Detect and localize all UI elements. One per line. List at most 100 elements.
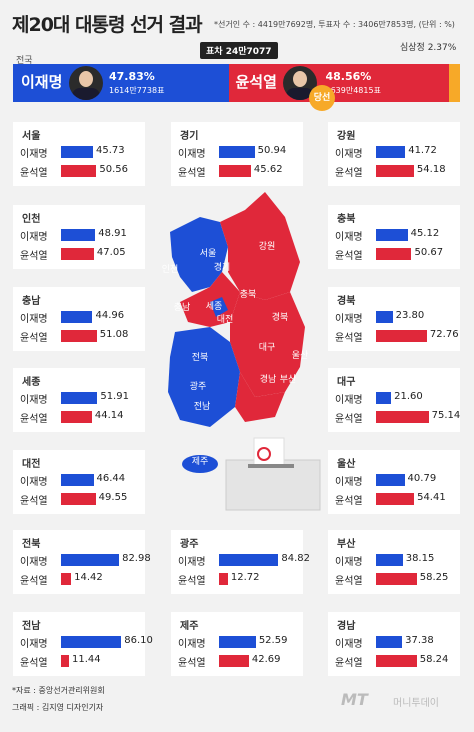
bar-yoon — [376, 330, 427, 342]
candidate-label: 윤석열 — [178, 658, 206, 669]
page-subtitle: *선거인 수 : 4419만7692명, 투표자 수 : 3406만7853명,… — [214, 20, 455, 29]
bar-lee — [61, 311, 93, 323]
graphic-credit: 그래픽 : 김지영 디자인기자 — [12, 703, 104, 712]
region-name: 충북 — [337, 214, 356, 225]
map-label: 서울 — [200, 248, 217, 259]
value-label-yoon: 51.08 — [99, 329, 129, 340]
region-card: 경남 이재명 37.38 윤석열 58.24 — [328, 612, 460, 676]
map-region-blue-southwest — [168, 327, 240, 427]
value-label-yoon: 50.56 — [99, 164, 129, 175]
value-label-lee: 46.44 — [96, 473, 126, 484]
map-label: 충남 — [174, 302, 191, 313]
yoon-name: 윤석열 — [235, 73, 277, 91]
bar-yoon — [219, 655, 249, 667]
bar-yoon — [376, 573, 417, 585]
region-name: 울산 — [337, 459, 356, 470]
region-card: 강원 이재명 41.72 윤석열 54.18 — [328, 122, 460, 186]
national-bar-lee: 이재명 47.83% 1614만7738표 — [13, 64, 230, 102]
region-card: 대구 이재명 21.60 윤석열 75.14 — [328, 368, 460, 432]
page-title: 제20대 대통령 선거 결과 — [12, 14, 203, 36]
region-name: 부산 — [337, 539, 356, 550]
region-card: 충남 이재명 44.96 윤석열 51.08 — [13, 287, 145, 351]
value-label-lee: 21.60 — [394, 391, 423, 402]
bar-yoon — [61, 493, 96, 505]
map-label: 전북 — [192, 352, 209, 363]
map-label: 경북 — [272, 311, 289, 323]
region-name: 전남 — [22, 621, 41, 632]
region-card: 세종 이재명 51.91 윤석열 44.14 — [13, 368, 145, 432]
bar-lee — [376, 229, 408, 241]
bar-lee — [61, 229, 96, 241]
region-name: 제주 — [180, 621, 199, 632]
bar-lee — [61, 554, 120, 566]
region-name: 경북 — [337, 296, 356, 307]
value-label-lee: 44.96 — [95, 310, 125, 321]
value-label-yoon: 58.25 — [419, 572, 449, 583]
yoon-votes: 1639만4815표 — [325, 86, 381, 95]
national-label: 전국 — [16, 56, 33, 66]
candidate-label: 윤석열 — [20, 333, 48, 344]
region-card: 대전 이재명 46.44 윤석열 49.55 — [13, 450, 145, 514]
region-card: 울산 이재명 40.79 윤석열 54.41 — [328, 450, 460, 514]
candidate-label: 이재명 — [20, 314, 48, 325]
other-candidate-label: 심상정 2.37% — [400, 43, 457, 53]
bar-lee — [376, 474, 405, 486]
value-label-lee: 45.12 — [410, 228, 440, 239]
bar-yoon — [219, 165, 251, 177]
value-label-yoon: 50.67 — [414, 247, 444, 258]
map-region-red-central — [180, 272, 240, 327]
value-label-lee: 84.82 — [281, 553, 310, 564]
bar-lee — [61, 474, 94, 486]
candidate-label: 윤석열 — [335, 333, 363, 344]
map-label: 대전 — [217, 314, 234, 325]
value-label-yoon: 72.76 — [429, 329, 459, 340]
region-card: 경북 이재명 23.80 윤석열 72.76 — [328, 287, 460, 351]
region-card: 부산 이재명 38.15 윤석열 58.25 — [328, 530, 460, 594]
region-name: 인천 — [22, 214, 41, 225]
map-label: 인천 — [162, 264, 179, 275]
value-label-lee: 50.94 — [257, 145, 287, 156]
candidate-label: 이재명 — [20, 149, 48, 160]
value-label-yoon: 75.14 — [431, 410, 461, 421]
candidate-label: 윤석열 — [335, 658, 363, 669]
candidate-label: 윤석열 — [20, 576, 48, 587]
value-label-yoon: 49.55 — [98, 492, 128, 503]
value-label-lee: 41.72 — [408, 145, 437, 156]
value-label-lee: 52.59 — [258, 635, 288, 646]
map-label: 경기 — [214, 261, 231, 273]
region-name: 대구 — [337, 377, 356, 388]
candidate-label: 윤석열 — [335, 576, 363, 587]
value-label-lee: 38.15 — [405, 553, 435, 564]
candidate-label: 이재명 — [335, 149, 363, 160]
map-region-blue-sejong — [210, 297, 228, 317]
value-label-yoon: 44.14 — [94, 410, 124, 421]
source-note: *자료 : 중앙선거관리위원회 — [12, 686, 105, 695]
region-card: 인천 이재명 48.91 윤석열 47.05 — [13, 205, 145, 269]
candidate-label: 윤석열 — [335, 414, 363, 425]
map-label: 강원 — [259, 241, 276, 252]
map-label: 경남 — [260, 373, 277, 385]
region-name: 대전 — [22, 459, 41, 470]
candidate-label: 이재명 — [20, 232, 48, 243]
map-label: 대구 — [259, 342, 276, 353]
map-label: 제주 — [192, 456, 209, 467]
bar-yoon — [61, 330, 97, 342]
bar-lee — [61, 392, 98, 404]
lee-name: 이재명 — [21, 73, 63, 91]
bar-lee — [219, 554, 279, 566]
value-label-lee: 86.10 — [124, 635, 153, 646]
bar-yoon — [376, 165, 414, 177]
map-region-red-north — [220, 192, 300, 300]
candidate-label: 이재명 — [20, 639, 48, 650]
map-label: 광주 — [190, 380, 207, 392]
bar-yoon — [376, 248, 412, 260]
candidate-label: 윤석열 — [335, 251, 363, 262]
value-label-lee: 37.38 — [405, 635, 434, 646]
bar-yoon — [61, 573, 72, 585]
candidate-label: 이재명 — [335, 232, 363, 243]
bar-yoon — [61, 165, 97, 177]
candidate-label: 이재명 — [178, 557, 206, 568]
bar-lee — [376, 146, 406, 158]
